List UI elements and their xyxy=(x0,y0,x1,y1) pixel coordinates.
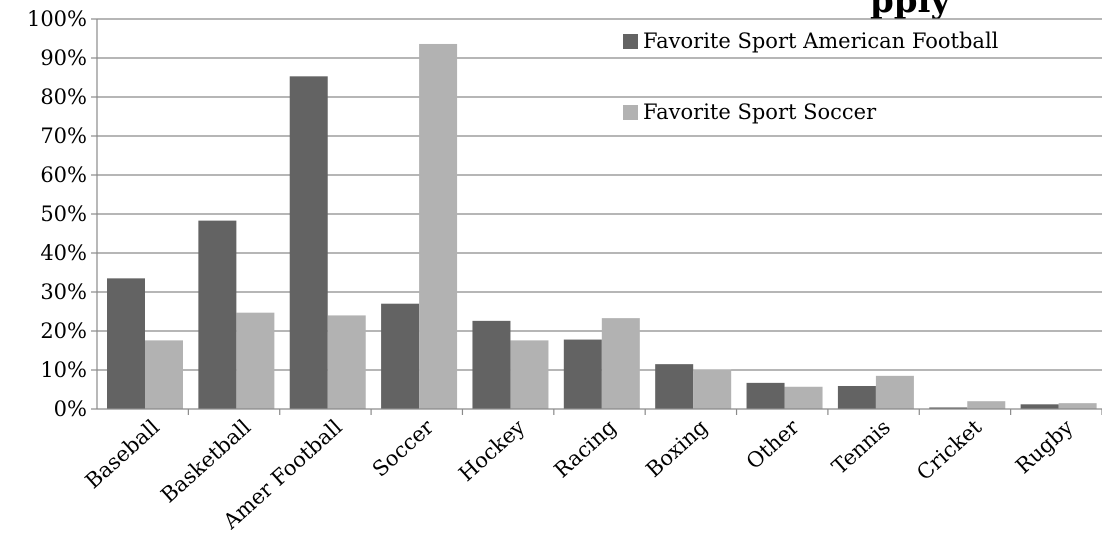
bar-american-football xyxy=(381,303,420,409)
bar-soccer xyxy=(419,43,458,410)
y-tick-label: 50% xyxy=(40,202,87,226)
bar-american-football xyxy=(746,382,785,409)
bar-american-football xyxy=(1020,404,1059,409)
y-tick-label: 30% xyxy=(40,280,87,304)
bar-soccer xyxy=(236,312,275,409)
x-tick-label: Racing xyxy=(550,415,621,483)
y-tick-label: 80% xyxy=(40,85,87,109)
bar-american-football xyxy=(472,320,511,409)
bar-american-football xyxy=(837,385,876,409)
bar-soccer xyxy=(601,318,640,409)
bar-soccer xyxy=(875,375,914,409)
bar-american-football xyxy=(107,278,145,409)
y-tick-label: 90% xyxy=(40,46,87,70)
y-tick-label: 0% xyxy=(54,397,87,421)
bar-american-football xyxy=(289,76,328,409)
bar-soccer xyxy=(510,340,549,409)
bar-soccer xyxy=(693,369,732,409)
legend-swatch xyxy=(623,34,638,49)
x-tick-label: Soccer xyxy=(368,414,439,481)
bar-american-football xyxy=(655,364,694,409)
y-tick-label: 20% xyxy=(40,319,87,343)
y-tick-label: 70% xyxy=(40,124,87,148)
x-tick-label: Tennis xyxy=(827,415,895,479)
y-tick-label: 10% xyxy=(40,358,87,382)
bar-soccer xyxy=(784,386,823,409)
x-tick-label: Hockey xyxy=(454,415,529,486)
bar-soccer xyxy=(1058,403,1097,409)
x-tick-label: Baseball xyxy=(81,415,165,494)
legend-label: Favorite Sport Soccer xyxy=(643,100,877,124)
legend-swatch xyxy=(623,105,638,120)
legend: Favorite Sport American Football Favorite… xyxy=(623,29,999,124)
x-tick-label: Boxing xyxy=(641,415,712,482)
y-tick-label: 60% xyxy=(40,163,87,187)
x-tick-label: Rugby xyxy=(1011,415,1078,478)
chart-title-layer: pply xyxy=(870,0,951,21)
x-tick-label: Cricket xyxy=(912,415,987,486)
bar-soccer xyxy=(327,315,366,409)
x-tick-label: Other xyxy=(742,414,805,474)
bar-soccer xyxy=(967,401,1006,409)
axes: 0% 10% 20% 30% 40% 50% 60% 70% 80% 90% 100% Basebal… xyxy=(27,7,1102,534)
bar-soccer xyxy=(145,340,183,409)
bar-american-football xyxy=(929,407,968,409)
legend-label: Favorite Sport American Football xyxy=(643,29,999,53)
chart-title: pply xyxy=(870,0,951,21)
bar-american-football xyxy=(198,220,237,409)
y-tick-label: 40% xyxy=(40,241,87,265)
bars xyxy=(107,43,1097,410)
x-tick-label: Basketball xyxy=(156,415,255,508)
y-tick-label: 100% xyxy=(27,7,87,31)
bar-american-football xyxy=(563,339,602,409)
